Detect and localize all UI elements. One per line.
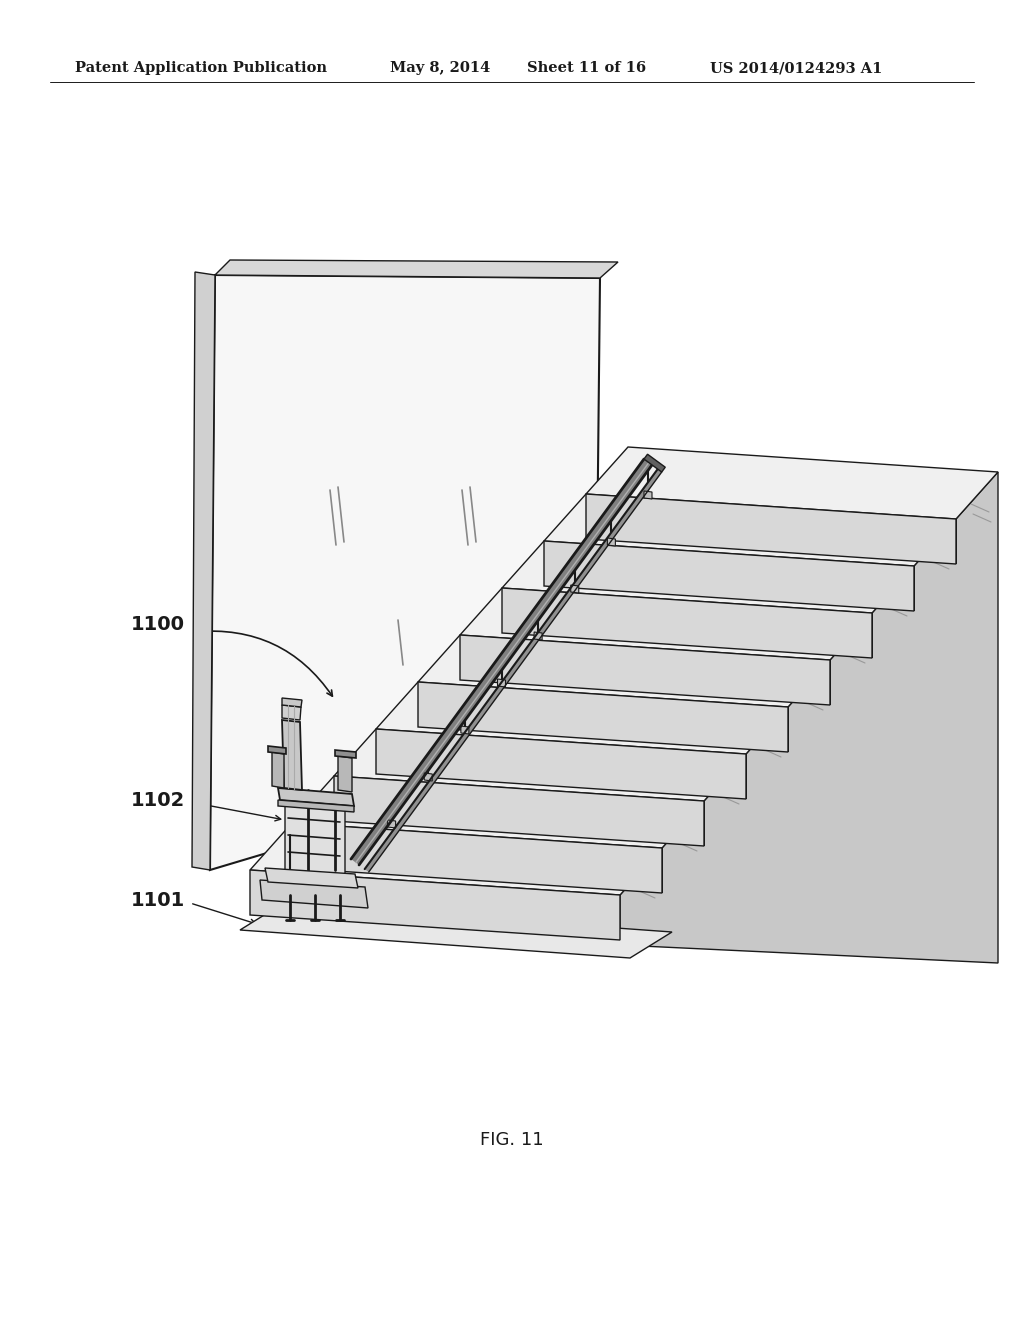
Text: 1102: 1102 bbox=[131, 791, 185, 809]
Polygon shape bbox=[268, 746, 286, 754]
Polygon shape bbox=[544, 541, 914, 611]
Polygon shape bbox=[460, 635, 830, 705]
Polygon shape bbox=[335, 750, 356, 758]
Polygon shape bbox=[644, 491, 652, 499]
Polygon shape bbox=[351, 459, 652, 865]
Text: May 8, 2014: May 8, 2014 bbox=[390, 61, 490, 75]
Polygon shape bbox=[278, 800, 354, 812]
Polygon shape bbox=[461, 726, 469, 734]
Polygon shape bbox=[250, 822, 662, 895]
Polygon shape bbox=[586, 447, 998, 519]
Polygon shape bbox=[260, 880, 368, 908]
Polygon shape bbox=[498, 678, 506, 686]
Polygon shape bbox=[502, 541, 914, 612]
Polygon shape bbox=[250, 870, 620, 940]
Text: FIG. 11: FIG. 11 bbox=[480, 1131, 544, 1148]
Polygon shape bbox=[502, 587, 872, 657]
Polygon shape bbox=[607, 539, 615, 546]
Polygon shape bbox=[282, 719, 302, 789]
Polygon shape bbox=[193, 272, 215, 870]
Polygon shape bbox=[265, 869, 358, 888]
Polygon shape bbox=[292, 822, 662, 894]
Polygon shape bbox=[215, 260, 618, 279]
Polygon shape bbox=[388, 820, 395, 828]
Polygon shape bbox=[418, 682, 788, 752]
Text: 1100: 1100 bbox=[131, 615, 185, 635]
Polygon shape bbox=[334, 729, 746, 801]
Text: US 2014/0124293 A1: US 2014/0124293 A1 bbox=[710, 61, 883, 75]
Polygon shape bbox=[460, 587, 872, 660]
Polygon shape bbox=[210, 275, 600, 870]
Text: 1101: 1101 bbox=[131, 891, 185, 909]
Text: Patent Application Publication: Patent Application Publication bbox=[75, 61, 327, 75]
Polygon shape bbox=[338, 756, 352, 792]
Text: Sheet 11 of 16: Sheet 11 of 16 bbox=[527, 61, 646, 75]
Polygon shape bbox=[285, 789, 345, 875]
Polygon shape bbox=[586, 494, 956, 564]
Polygon shape bbox=[620, 473, 998, 964]
Polygon shape bbox=[334, 776, 705, 846]
Polygon shape bbox=[278, 788, 354, 807]
Polygon shape bbox=[418, 635, 830, 708]
Polygon shape bbox=[240, 904, 672, 958]
Polygon shape bbox=[282, 705, 301, 719]
Polygon shape bbox=[376, 729, 746, 799]
Polygon shape bbox=[424, 774, 432, 781]
Polygon shape bbox=[282, 698, 302, 708]
Polygon shape bbox=[644, 454, 666, 473]
Polygon shape bbox=[544, 494, 956, 566]
Polygon shape bbox=[365, 469, 662, 873]
Polygon shape bbox=[376, 682, 788, 754]
Polygon shape bbox=[272, 752, 284, 788]
Polygon shape bbox=[535, 632, 542, 640]
Polygon shape bbox=[570, 585, 579, 593]
Polygon shape bbox=[292, 776, 705, 847]
